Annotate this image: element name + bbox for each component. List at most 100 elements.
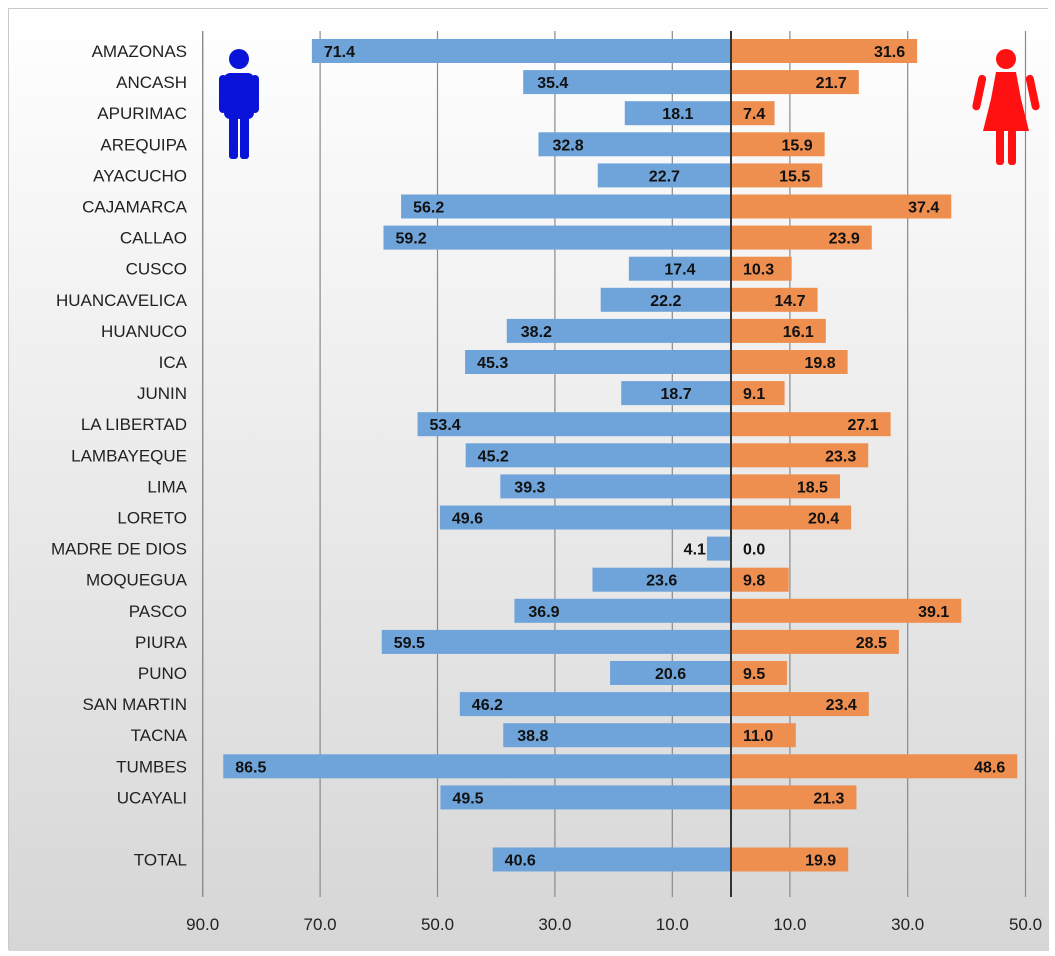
value-label-female: 15.5 xyxy=(779,168,810,185)
bar-female xyxy=(731,256,792,281)
value-label-female: 23.3 xyxy=(825,448,856,465)
bar-male xyxy=(440,785,731,810)
category-label: HUANUCO xyxy=(101,322,187,341)
bar-female xyxy=(731,692,869,717)
bar-female xyxy=(731,443,869,468)
category-label: AREQUIPA xyxy=(100,135,187,154)
value-label-female: 23.9 xyxy=(829,231,860,248)
value-label-female: 18.5 xyxy=(797,479,828,496)
bar-female xyxy=(731,39,918,63)
value-label-female: 9.5 xyxy=(743,666,765,683)
category-label: PIURA xyxy=(135,633,188,652)
value-label-female: 19.8 xyxy=(804,355,835,372)
x-tick-label-right-0: 10.0 xyxy=(773,915,806,934)
value-label-male: 38.8 xyxy=(517,728,548,745)
category-label: UCAYALI xyxy=(117,788,187,807)
chart-frame: 90.0 70.0 50.0 30.0 10.0 10.0 30.0 50.0 AMAZONAS… xyxy=(8,8,1049,951)
bar-male xyxy=(223,754,731,779)
bar-male xyxy=(503,723,731,748)
bar-female xyxy=(731,318,826,343)
bar-female xyxy=(731,70,859,95)
value-label-female: 20.4 xyxy=(808,511,839,528)
value-label-male: 4.1 xyxy=(684,542,706,559)
value-label-male: 59.5 xyxy=(394,635,425,652)
category-label: LAMBAYEQUE xyxy=(71,446,187,465)
value-label-female: 27.1 xyxy=(847,417,878,434)
bar-male xyxy=(506,318,731,343)
value-label-female: 14.7 xyxy=(774,293,805,310)
bar-female xyxy=(731,163,823,188)
category-label: JUNIN xyxy=(137,384,187,403)
category-label: HUANCAVELICA xyxy=(56,291,188,310)
bar-male xyxy=(465,443,731,468)
value-label-male: 35.4 xyxy=(537,75,568,92)
bar-male xyxy=(381,629,731,654)
bar-male xyxy=(417,412,731,437)
bar-male xyxy=(401,194,731,219)
category-label: SAN MARTIN xyxy=(82,695,187,714)
value-label-male: 36.9 xyxy=(528,604,559,621)
bar-female xyxy=(731,505,852,530)
bar-female xyxy=(731,474,840,499)
bar-female xyxy=(731,412,891,437)
value-label-male: 46.2 xyxy=(472,697,503,714)
bar-female xyxy=(731,598,962,623)
bar-female xyxy=(731,754,1018,779)
female-person-icon xyxy=(972,49,1040,165)
value-label-male: 38.2 xyxy=(521,324,552,341)
value-label-female: 9.8 xyxy=(743,573,765,590)
bar-male xyxy=(523,70,731,95)
value-label-female: 23.4 xyxy=(826,697,857,714)
value-label-female: 10.3 xyxy=(743,262,774,279)
bar-male xyxy=(538,132,731,157)
value-label-male: 17.4 xyxy=(664,262,695,279)
value-label-female: 0.0 xyxy=(743,542,765,559)
bar-female xyxy=(731,723,796,748)
bar-female xyxy=(731,101,775,126)
value-label-female: 7.4 xyxy=(743,106,765,123)
value-label-male: 22.7 xyxy=(649,168,680,185)
value-label-male: 49.6 xyxy=(452,511,483,528)
category-label: MOQUEGUA xyxy=(86,571,188,590)
butterfly-bar-chart: 90.0 70.0 50.0 30.0 10.0 10.0 30.0 50.0 AMAZONAS… xyxy=(9,9,1049,951)
labels: 90.0 70.0 50.0 30.0 10.0 10.0 30.0 50.0 AMAZONAS… xyxy=(51,42,1042,934)
value-label-male: 18.7 xyxy=(661,386,692,403)
bar-male xyxy=(459,692,731,717)
bar-male xyxy=(600,287,731,312)
category-label: CUSCO xyxy=(126,260,187,279)
x-tick-label-right-1: 30.0 xyxy=(891,915,924,934)
value-label-male: 56.2 xyxy=(413,200,444,217)
x-tick-label-left-0: 90.0 xyxy=(186,915,219,934)
value-label-male: 40.6 xyxy=(505,853,536,870)
value-label-male: 53.4 xyxy=(430,417,461,434)
bar-female xyxy=(731,567,789,592)
x-tick-label-left-4: 10.0 xyxy=(656,915,689,934)
bar-female xyxy=(731,785,857,810)
x-tick-label-right-2: 50.0 xyxy=(1009,915,1042,934)
bar-male xyxy=(610,661,731,685)
bar-female xyxy=(731,225,872,250)
category-label: TUMBES xyxy=(116,757,187,776)
value-label-female: 19.9 xyxy=(805,853,836,870)
value-label-male: 45.3 xyxy=(477,355,508,372)
category-label: APURIMAC xyxy=(97,104,187,123)
x-tick-label-left-3: 30.0 xyxy=(538,915,571,934)
bar-male xyxy=(624,101,731,126)
bar-female xyxy=(731,287,818,312)
bar-male xyxy=(628,256,731,281)
value-label-male: 39.3 xyxy=(514,479,545,496)
value-label-male: 20.6 xyxy=(655,666,686,683)
x-tick-label-left-2: 50.0 xyxy=(421,915,454,934)
bars xyxy=(223,39,1018,872)
category-label: ICA xyxy=(159,353,188,372)
bar-male xyxy=(592,567,731,592)
value-label-male: 23.6 xyxy=(646,573,677,590)
value-label-female: 31.6 xyxy=(874,44,905,61)
bar-female xyxy=(731,661,787,685)
category-label: PASCO xyxy=(129,602,187,621)
value-label-female: 48.6 xyxy=(974,759,1005,776)
value-label-female: 28.5 xyxy=(856,635,887,652)
value-label-male: 86.5 xyxy=(235,759,266,776)
bar-male xyxy=(492,847,731,872)
category-label: ANCASH xyxy=(116,73,187,92)
